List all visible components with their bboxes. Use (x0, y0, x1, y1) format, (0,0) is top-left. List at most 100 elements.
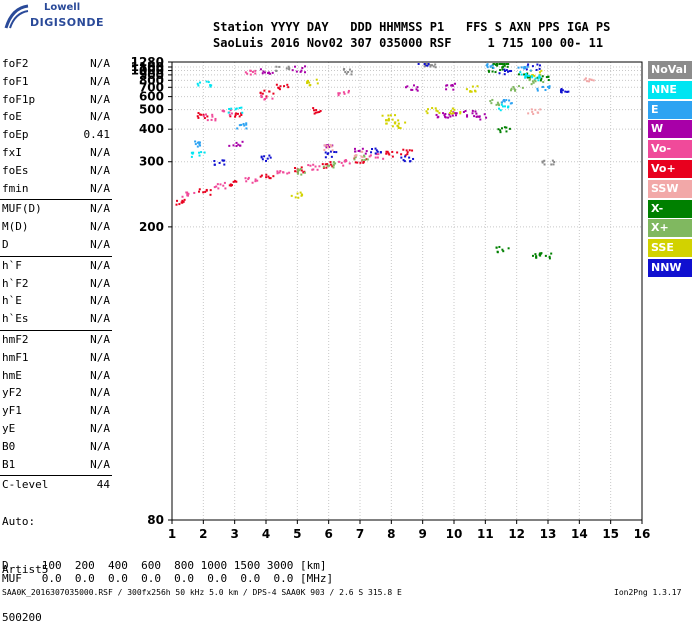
data-point (451, 107, 454, 110)
data-point (531, 80, 534, 83)
data-point (496, 251, 499, 254)
data-point (564, 90, 567, 93)
data-point (455, 114, 458, 117)
data-point (586, 80, 589, 83)
data-point (488, 70, 491, 73)
x-tick-label: 16 (634, 527, 651, 541)
y-tick-label: 900 (139, 68, 164, 82)
data-point (333, 151, 336, 154)
data-point (254, 178, 257, 181)
data-point (368, 155, 371, 158)
param-row: B0 N/A (2, 439, 110, 455)
data-point (203, 151, 206, 154)
data-point (487, 69, 490, 72)
data-point (290, 194, 293, 197)
data-point (181, 199, 184, 202)
data-point (536, 89, 539, 92)
data-point (275, 65, 278, 68)
data-point (417, 63, 420, 65)
legend-item: NoVal (648, 61, 692, 79)
data-point (202, 113, 205, 116)
param-name: MUF(D) (2, 202, 42, 216)
x-tick-label: 14 (571, 527, 588, 541)
data-point (391, 125, 394, 128)
data-point (275, 69, 278, 72)
data-point (400, 156, 403, 159)
data-point (560, 87, 563, 90)
data-point (366, 158, 369, 161)
data-point (331, 165, 334, 168)
header-labels: Station YYYY DAY DDD HHMMSS P1 FFS S AXN… (213, 20, 611, 34)
data-point (231, 184, 234, 187)
param-value: 0.41 (83, 128, 111, 142)
data-point (228, 184, 231, 187)
data-point (540, 77, 543, 80)
data-point (246, 72, 249, 75)
data-point (249, 73, 252, 76)
param-row: hmE N/A (2, 368, 110, 384)
data-point (431, 107, 434, 110)
param-value: N/A (90, 146, 110, 159)
param-row: hmF2 N/A (2, 332, 110, 348)
data-point (247, 176, 250, 179)
data-point (416, 86, 419, 89)
data-point (548, 255, 551, 258)
data-point (332, 161, 335, 164)
data-point (495, 246, 498, 249)
plot-frame (171, 61, 643, 521)
data-point (559, 89, 562, 92)
data-point (216, 183, 219, 186)
data-point (553, 160, 556, 163)
data-point (429, 64, 432, 67)
data-point (532, 113, 535, 116)
data-point (526, 74, 529, 77)
data-point (299, 168, 302, 171)
data-point (207, 81, 210, 84)
data-point (222, 110, 225, 113)
data-point (473, 115, 476, 118)
data-point (450, 109, 453, 112)
param-row: foEp 0.41 (2, 127, 110, 143)
data-point (348, 162, 351, 165)
data-point (328, 164, 331, 167)
data-point (181, 195, 184, 198)
data-point (337, 92, 340, 95)
y-tick-label: 600 (139, 90, 164, 104)
data-point (198, 188, 201, 191)
data-point (263, 71, 266, 74)
param-row: D N/A (2, 237, 110, 253)
data-point (194, 143, 197, 146)
data-point (551, 159, 554, 162)
data-point (497, 103, 500, 106)
legend-item: W (648, 120, 692, 139)
data-point (213, 186, 216, 189)
data-point (251, 70, 254, 73)
data-point (560, 90, 563, 93)
data-point (325, 146, 328, 149)
y-tick-label: 800 (139, 73, 164, 87)
data-point (324, 163, 327, 166)
data-point (244, 71, 247, 74)
data-point (385, 150, 388, 153)
data-point (353, 147, 356, 150)
data-point (198, 154, 201, 157)
data-point (299, 70, 302, 73)
data-point (382, 157, 385, 160)
param-row: M(D) N/A (2, 219, 110, 235)
data-point (344, 71, 347, 74)
data-point (397, 119, 400, 122)
param-value: N/A (90, 74, 110, 88)
legend-item: X- (648, 199, 692, 218)
data-point (491, 64, 494, 67)
data-point (329, 163, 332, 166)
x-tick-label: 13 (540, 527, 557, 541)
data-point (313, 112, 316, 115)
param-name: foEs (2, 163, 29, 177)
data-point (300, 173, 303, 176)
data-point (187, 192, 190, 195)
data-point (297, 170, 300, 173)
data-point (466, 114, 469, 117)
logo-icon (4, 4, 29, 29)
data-point (528, 78, 531, 81)
data-point (364, 152, 367, 155)
